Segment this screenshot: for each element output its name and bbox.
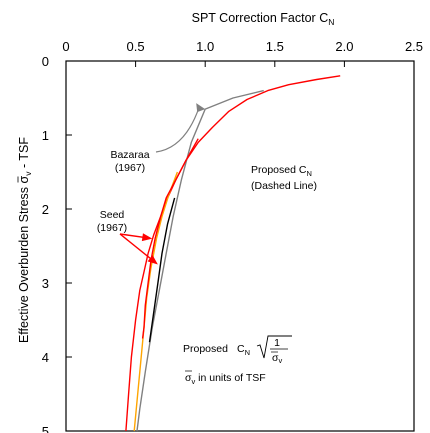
y-tick-label: 1	[42, 128, 49, 143]
x-tick-label: 0	[62, 39, 69, 54]
y-tick-label: 0	[42, 54, 49, 69]
y-axis: 0 1 2 3 4 5	[42, 54, 72, 433]
sqrt-sign	[256, 335, 292, 359]
formula-label: Proposed	[183, 343, 228, 355]
bazaraa-pointer	[155, 106, 200, 153]
x-axis: 0 0.5 1.0 1.5 2.0 2.5	[62, 39, 423, 67]
y-tick-label: 5	[42, 424, 49, 433]
proposed-note: (Dashed Line)	[251, 180, 317, 192]
series-layer	[125, 75, 341, 432]
plot-frame	[65, 60, 415, 432]
series-line-4	[141, 138, 199, 339]
bazaraa-arrowhead	[196, 103, 206, 113]
units-text: σv in units of TSF	[185, 372, 266, 386]
series-line-2	[136, 89, 264, 432]
x-tick-label: 2.0	[335, 39, 353, 54]
seed-label: Seed	[100, 209, 125, 221]
seed-year: (1967)	[97, 222, 127, 234]
chart-title: SPT Correction Factor CN	[192, 11, 335, 27]
seed-arrowhead	[141, 233, 153, 242]
formula-denominator: σv	[272, 352, 282, 365]
seed-pointers	[119, 233, 158, 265]
units-note: σv in units of TSF	[185, 370, 266, 386]
x-tick-label: 1.5	[266, 39, 284, 54]
seed-pointer-line	[119, 233, 145, 239]
formula: Proposed CN 1 σv	[183, 335, 292, 365]
x-tick-label: 1.0	[196, 39, 214, 54]
bazaraa-year: (1967)	[115, 162, 145, 174]
y-axis-label: Effective Overburden Stress σv - TSF	[17, 137, 33, 343]
proposed-label: Proposed CN	[251, 164, 312, 178]
seed-arrowhead	[147, 255, 158, 265]
y-axis-symbol: σ	[17, 175, 31, 183]
bazaraa-label: Bazaraa	[110, 149, 149, 161]
y-tick-label: 3	[42, 276, 49, 291]
x-tick-label: 2.5	[405, 39, 423, 54]
formula-numerator: 1	[274, 337, 280, 349]
y-tick-label: 4	[42, 350, 49, 365]
series-line-5	[148, 197, 176, 343]
y-tick-label: 2	[42, 202, 49, 217]
formula-symbol: CN	[237, 343, 250, 357]
x-tick-label: 0.5	[127, 39, 145, 54]
seed-pointer-line	[119, 233, 153, 261]
